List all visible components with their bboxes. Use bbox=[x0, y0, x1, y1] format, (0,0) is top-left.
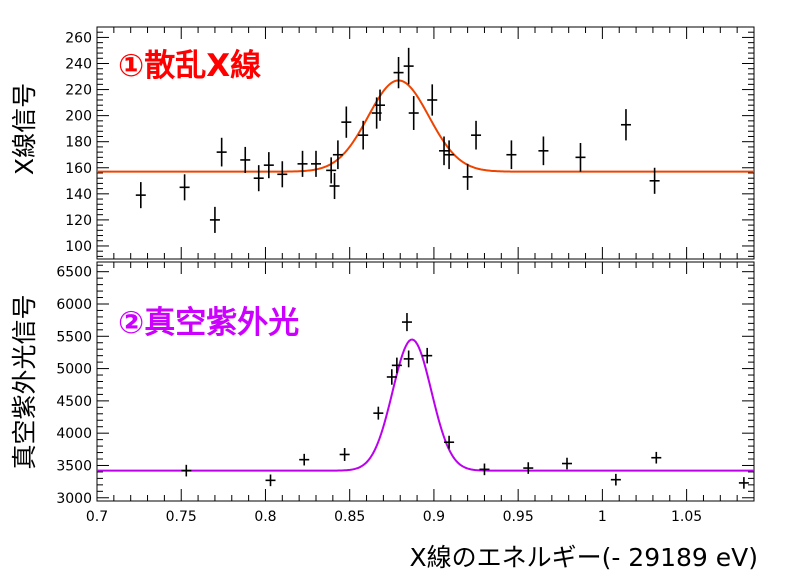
data-point bbox=[135, 182, 146, 209]
y-tick-label: 6000 bbox=[56, 297, 92, 313]
top-x-axis bbox=[96, 27, 755, 259]
y-tick-label: 100 bbox=[65, 239, 92, 255]
x-tick-label: 0.75 bbox=[166, 509, 197, 525]
data-point bbox=[332, 140, 343, 170]
data-point bbox=[403, 350, 414, 368]
data-point bbox=[427, 84, 438, 116]
y-tick-label: 3500 bbox=[56, 458, 92, 474]
data-point bbox=[339, 448, 350, 461]
y-tick-label: 6500 bbox=[56, 265, 92, 281]
x-tick-label: 0.85 bbox=[334, 509, 365, 525]
data-point bbox=[253, 165, 264, 192]
y-tick-label: 240 bbox=[65, 56, 92, 72]
y-tick-label: 220 bbox=[65, 83, 92, 99]
data-point bbox=[265, 474, 276, 487]
top-fit-curve bbox=[97, 79, 754, 173]
data-point bbox=[329, 172, 340, 200]
bottom-panel: 3000 3500 4000 4500 5000 5500 6000 6500 0.7 0.75… bbox=[10, 261, 758, 572]
data-point bbox=[216, 137, 227, 167]
data-point bbox=[277, 161, 288, 188]
data-point bbox=[401, 313, 412, 332]
data-point bbox=[444, 435, 455, 449]
y-tick-label: 5500 bbox=[56, 329, 92, 345]
data-point bbox=[408, 96, 419, 130]
data-point bbox=[299, 453, 310, 466]
data-point bbox=[610, 473, 621, 486]
x-tick-label: 0.8 bbox=[254, 509, 276, 525]
top-data-points bbox=[135, 47, 660, 233]
bottom-x-axis: 0.7 0.75 0.8 0.85 0.9 0.95 1 1.05 bbox=[86, 262, 755, 525]
y-tick-label: 4000 bbox=[56, 426, 92, 442]
data-point bbox=[386, 369, 397, 385]
data-point bbox=[373, 406, 384, 420]
top-panel: 100 120 140 160 180 200 220 240 260 ①散乱X線 X線信号 bbox=[10, 26, 755, 260]
y-tick-label: 3000 bbox=[56, 491, 92, 507]
data-point bbox=[240, 146, 251, 173]
data-point bbox=[297, 150, 308, 177]
data-point bbox=[403, 47, 414, 85]
data-point bbox=[538, 136, 549, 166]
top-y-axis: 100 120 140 160 180 200 220 240 260 bbox=[65, 26, 754, 257]
x-tick-label: 1.05 bbox=[671, 509, 702, 525]
bottom-fit-curve bbox=[97, 338, 754, 472]
y-tick-label: 180 bbox=[65, 135, 92, 151]
x-axis-label: X線のエネルギー(- 29189 eV) bbox=[409, 543, 758, 572]
data-point bbox=[479, 463, 490, 476]
data-point bbox=[439, 136, 450, 166]
data-point bbox=[179, 174, 190, 201]
x-tick-label: 0.9 bbox=[423, 509, 445, 525]
data-point bbox=[562, 457, 573, 470]
data-point bbox=[181, 464, 192, 477]
data-point bbox=[391, 357, 402, 374]
data-point bbox=[326, 157, 337, 184]
x-tick-label: 1 bbox=[598, 509, 607, 525]
y-tick-label: 140 bbox=[65, 187, 92, 203]
top-plot-frame bbox=[96, 26, 755, 260]
data-point bbox=[263, 152, 274, 179]
y-tick-label: 260 bbox=[65, 30, 92, 46]
top-y-axis-label: X線信号 bbox=[10, 83, 39, 175]
y-tick-label: 4500 bbox=[56, 394, 92, 410]
bottom-y-axis: 3000 3500 4000 4500 5000 5500 6000 6500 bbox=[56, 265, 754, 507]
y-tick-label: 200 bbox=[65, 109, 92, 125]
bottom-y-axis-label: 真空紫外光信号 bbox=[10, 294, 39, 469]
data-point bbox=[375, 89, 386, 121]
data-point bbox=[444, 140, 455, 170]
data-point bbox=[506, 140, 517, 170]
data-point bbox=[471, 120, 482, 150]
y-tick-label: 160 bbox=[65, 161, 92, 177]
data-point bbox=[575, 143, 586, 172]
data-point bbox=[620, 109, 631, 141]
data-point bbox=[651, 451, 662, 464]
x-tick-label: 0.95 bbox=[503, 509, 534, 525]
data-point bbox=[523, 462, 534, 474]
data-point bbox=[393, 56, 404, 89]
y-tick-label: 5000 bbox=[56, 362, 92, 378]
data-point bbox=[649, 167, 660, 194]
data-point bbox=[422, 347, 433, 364]
bottom-panel-title: ②真空紫外光 bbox=[118, 305, 299, 341]
data-point bbox=[738, 477, 749, 489]
top-panel-title: ①散乱X線 bbox=[118, 48, 261, 84]
data-point bbox=[358, 120, 369, 150]
data-point bbox=[311, 150, 321, 177]
x-tick-label: 0.7 bbox=[86, 509, 108, 525]
data-point bbox=[462, 163, 473, 190]
y-tick-label: 120 bbox=[65, 213, 92, 229]
data-point bbox=[341, 106, 352, 138]
bottom-data-points bbox=[181, 313, 749, 489]
data-point bbox=[209, 206, 220, 233]
